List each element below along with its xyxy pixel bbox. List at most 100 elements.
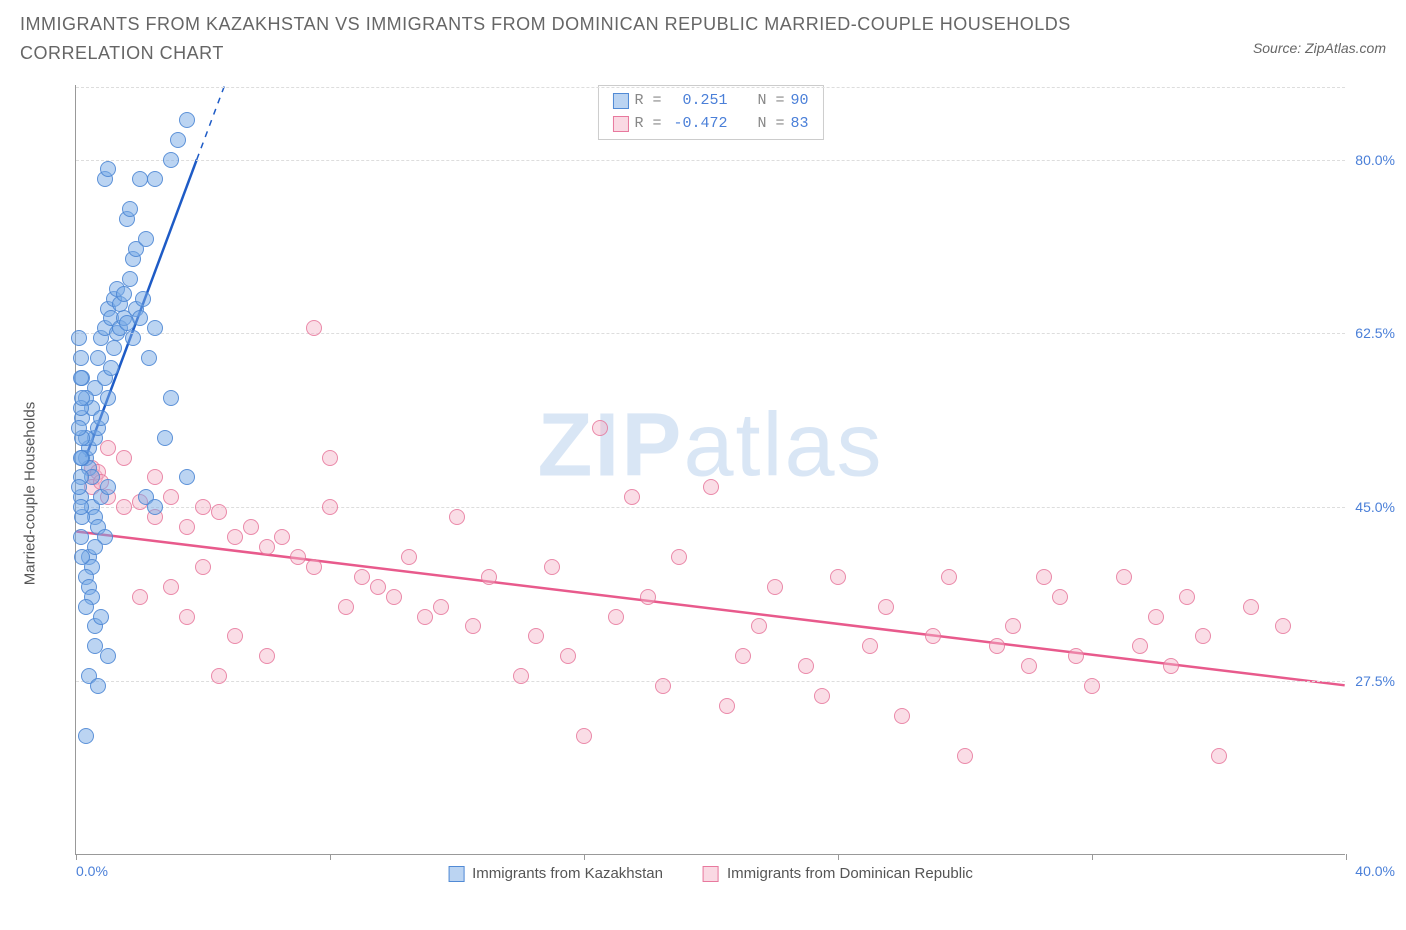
data-point-pink	[322, 499, 338, 515]
x-axis-max-label: 40.0%	[1355, 863, 1395, 879]
data-point-pink	[1211, 748, 1227, 764]
data-point-blue	[73, 370, 89, 386]
data-point-pink	[544, 559, 560, 575]
data-point-pink	[433, 599, 449, 615]
data-point-pink	[338, 599, 354, 615]
data-point-pink	[290, 549, 306, 565]
data-point-pink	[306, 320, 322, 336]
data-point-blue	[147, 320, 163, 336]
data-point-pink	[449, 509, 465, 525]
x-tick	[330, 854, 331, 860]
data-point-blue	[135, 291, 151, 307]
plot-area: ZIPatlas R =0.251 N =90R =-0.472 N =83 0…	[75, 85, 1345, 855]
data-point-blue	[73, 350, 89, 366]
data-point-pink	[179, 519, 195, 535]
data-point-blue	[138, 231, 154, 247]
n-label: N =	[758, 113, 785, 136]
x-tick	[838, 854, 839, 860]
data-point-pink	[703, 479, 719, 495]
data-point-blue	[93, 410, 109, 426]
data-point-pink	[386, 589, 402, 605]
data-point-blue	[106, 340, 122, 356]
y-tick-label: 27.5%	[1355, 673, 1395, 689]
data-point-blue	[170, 132, 186, 148]
trend-lines	[76, 85, 1345, 854]
legend-label: Immigrants from Kazakhstan	[472, 865, 663, 882]
data-point-pink	[1036, 569, 1052, 585]
data-point-pink	[116, 499, 132, 515]
swatch-blue	[448, 866, 464, 882]
gridline	[76, 681, 1345, 682]
data-point-pink	[528, 628, 544, 644]
data-point-blue	[90, 678, 106, 694]
data-point-pink	[1052, 589, 1068, 605]
data-point-pink	[1084, 678, 1100, 694]
data-point-blue	[78, 599, 94, 615]
swatch-pink	[703, 866, 719, 882]
data-point-pink	[608, 609, 624, 625]
data-point-blue	[122, 271, 138, 287]
stats-legend-box: R =0.251 N =90R =-0.472 N =83	[597, 85, 823, 140]
data-point-blue	[71, 479, 87, 495]
data-point-blue	[74, 549, 90, 565]
data-point-pink	[941, 569, 957, 585]
legend-item-blue: Immigrants from Kazakhstan	[448, 865, 663, 882]
n-value: 83	[791, 113, 809, 136]
data-point-pink	[1163, 658, 1179, 674]
data-point-pink	[624, 489, 640, 505]
data-point-blue	[103, 360, 119, 376]
data-point-blue	[100, 479, 116, 495]
data-point-pink	[735, 648, 751, 664]
data-point-pink	[322, 450, 338, 466]
watermark-zip: ZIP	[537, 396, 683, 496]
data-point-blue	[141, 350, 157, 366]
x-tick	[584, 854, 585, 860]
data-point-blue	[100, 390, 116, 406]
data-point-pink	[147, 469, 163, 485]
r-label: R =	[634, 113, 661, 136]
data-point-pink	[862, 638, 878, 654]
data-point-pink	[671, 549, 687, 565]
data-point-pink	[100, 440, 116, 456]
data-point-pink	[274, 529, 290, 545]
data-point-pink	[560, 648, 576, 664]
y-axis-title: Married-couple Households	[22, 402, 39, 585]
data-point-pink	[767, 579, 783, 595]
data-point-blue	[163, 390, 179, 406]
data-point-blue	[122, 201, 138, 217]
chart-container: Married-couple Households ZIPatlas R =0.…	[20, 75, 1386, 895]
swatch-blue	[612, 93, 628, 109]
data-point-pink	[1068, 648, 1084, 664]
r-label: R =	[634, 90, 661, 113]
data-point-pink	[370, 579, 386, 595]
data-point-pink	[211, 668, 227, 684]
data-point-pink	[592, 420, 608, 436]
data-point-pink	[1243, 599, 1259, 615]
data-point-pink	[1021, 658, 1037, 674]
n-label: N =	[758, 90, 785, 113]
gridline	[76, 160, 1345, 161]
data-point-pink	[243, 519, 259, 535]
data-point-pink	[195, 499, 211, 515]
data-point-blue	[100, 648, 116, 664]
data-point-blue	[132, 171, 148, 187]
data-point-pink	[354, 569, 370, 585]
data-point-pink	[957, 748, 973, 764]
data-point-pink	[655, 678, 671, 694]
data-point-pink	[116, 450, 132, 466]
data-point-pink	[878, 599, 894, 615]
legend-item-pink: Immigrants from Dominican Republic	[703, 865, 973, 882]
data-point-pink	[719, 698, 735, 714]
data-point-blue	[100, 161, 116, 177]
data-point-pink	[179, 609, 195, 625]
data-point-pink	[227, 628, 243, 644]
data-point-blue	[125, 330, 141, 346]
data-point-pink	[211, 504, 227, 520]
data-point-pink	[195, 559, 211, 575]
data-point-pink	[306, 559, 322, 575]
data-point-pink	[259, 648, 275, 664]
gridline	[76, 333, 1345, 334]
data-point-blue	[116, 286, 132, 302]
data-point-pink	[576, 728, 592, 744]
data-point-pink	[989, 638, 1005, 654]
